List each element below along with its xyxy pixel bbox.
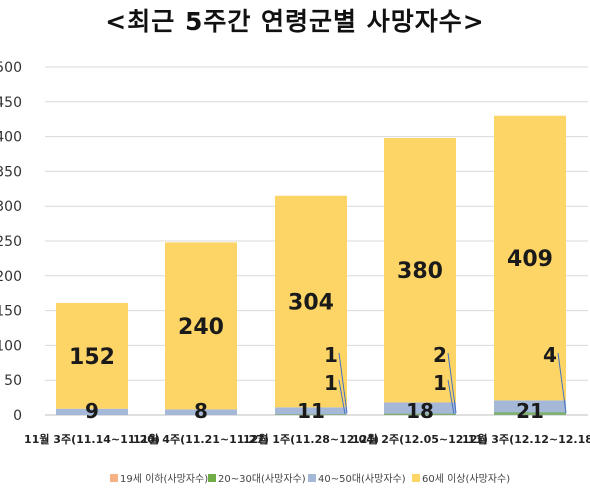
bar-segment-60-plus bbox=[494, 115, 566, 401]
data-label-19-below: 1 bbox=[433, 371, 447, 395]
y-tick-label: 150 bbox=[0, 304, 22, 320]
legend-label: 40~50대(사망자수) bbox=[318, 473, 406, 485]
data-label-20-30: 1 bbox=[324, 343, 338, 367]
legend-label: 19세 이하(사망자수) bbox=[120, 472, 208, 485]
data-label-20-30: 2 bbox=[433, 343, 447, 367]
bar-segment-40-50 bbox=[165, 409, 237, 415]
x-tick-label: 11월 3주(11.14~11.20) bbox=[24, 432, 160, 446]
legend-label: 60세 이상(사망자수) bbox=[422, 473, 510, 485]
data-label-40-50: 18 bbox=[406, 399, 434, 423]
leader-line bbox=[338, 379, 346, 415]
legend-label: 20~30대(사망자수) bbox=[218, 473, 306, 485]
data-label-60-plus: 380 bbox=[397, 259, 443, 284]
data-label-60-plus: 152 bbox=[69, 345, 115, 370]
x-tick-label: 12월 3주(12.12~12.18) bbox=[462, 432, 590, 446]
data-label-40-50: 9 bbox=[85, 399, 99, 423]
legend-swatch bbox=[308, 474, 316, 482]
bar-segment-20-30 bbox=[494, 412, 566, 415]
data-label-60-plus: 304 bbox=[288, 291, 334, 316]
bar-segment-60-plus bbox=[275, 195, 347, 408]
bar-segment-40-50 bbox=[275, 407, 347, 415]
chart-title: <최근 5주간 연령군별 사망자수> bbox=[105, 7, 485, 36]
x-tick-label: 12월 2주(12.05~12.11) bbox=[352, 432, 488, 446]
data-label-19-below: 1 bbox=[324, 371, 338, 395]
y-tick-label: 400 bbox=[0, 130, 22, 146]
data-label-20-30: 4 bbox=[543, 343, 557, 367]
y-tick-label: 450 bbox=[0, 95, 22, 111]
bar-segment-20-30 bbox=[275, 414, 347, 415]
leader-line bbox=[447, 352, 457, 414]
bar-segment-20-30 bbox=[384, 413, 456, 415]
legend-swatch bbox=[412, 474, 420, 482]
leader-line bbox=[557, 352, 567, 414]
data-label-40-50: 11 bbox=[297, 399, 325, 423]
x-tick-label: 12월 1주(11.28~12.04) bbox=[243, 432, 379, 446]
leader-line bbox=[447, 379, 455, 415]
bar-segment-40-50 bbox=[494, 400, 566, 415]
y-tick-label: 300 bbox=[0, 199, 22, 215]
legend-swatch bbox=[208, 474, 216, 482]
y-tick-label: 250 bbox=[0, 234, 22, 250]
y-tick-label: 350 bbox=[0, 164, 22, 180]
data-label-60-plus: 409 bbox=[507, 247, 553, 272]
legend-swatch bbox=[110, 474, 118, 482]
bar-segment-60-plus bbox=[384, 137, 456, 403]
y-tick-label: 100 bbox=[0, 338, 22, 354]
y-tick-label: 200 bbox=[0, 269, 22, 285]
bar-segment-40-50 bbox=[384, 402, 456, 415]
y-tick-label: 50 bbox=[4, 373, 22, 389]
bar-segment-40-50 bbox=[56, 408, 128, 415]
leader-line bbox=[338, 352, 348, 414]
bar-segment-60-plus bbox=[165, 242, 237, 410]
y-tick-label: 500 bbox=[0, 60, 22, 76]
data-label-40-50: 21 bbox=[516, 399, 544, 423]
bar-segment-60-plus bbox=[56, 302, 128, 409]
data-label-40-50: 8 bbox=[194, 399, 208, 423]
x-tick-label: 11월 4주(11.21~11.27) bbox=[133, 432, 269, 446]
y-tick-label: 0 bbox=[13, 408, 22, 424]
data-label-60-plus: 240 bbox=[178, 315, 224, 340]
